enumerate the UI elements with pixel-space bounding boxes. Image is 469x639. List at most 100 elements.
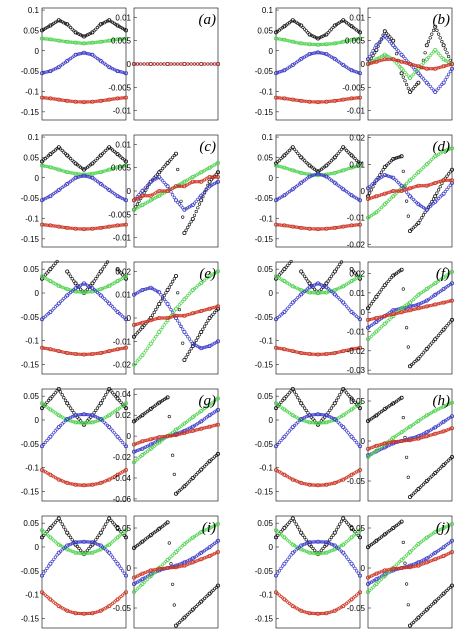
panel-7-left-point <box>332 401 337 406</box>
panel-1-right-point <box>371 60 375 65</box>
panel-4-left-point <box>120 276 125 280</box>
panel-3-left-point <box>336 170 340 174</box>
panel-1-left-point <box>357 71 362 76</box>
panel-6-right-point <box>190 475 195 480</box>
panel-6-left-point <box>117 472 121 476</box>
panel-5-right-point <box>368 317 372 322</box>
panel-1-right-point <box>378 59 382 63</box>
panel-2-left-point <box>102 150 106 154</box>
panel-0-left-point <box>98 39 103 44</box>
panel-5-left-point <box>301 351 305 355</box>
panel-7-left-point <box>324 420 329 425</box>
panel-1-left-point <box>336 98 340 102</box>
panel-3-left-point <box>279 195 283 199</box>
panel-4-right-point <box>204 308 208 312</box>
panel-4-right-point <box>211 312 215 316</box>
panel-3-right-point <box>382 164 387 169</box>
panel-2-left-point <box>78 227 83 231</box>
panel-4-left-point <box>58 300 63 304</box>
panel-1-left-point <box>282 96 287 101</box>
panel-4-left-point <box>120 273 125 277</box>
panel-7-left-point <box>336 480 340 484</box>
panel-3-right-point <box>393 156 397 161</box>
panel-1-right-point <box>445 63 449 67</box>
panel-2-right-point <box>147 194 151 198</box>
panel-2-right-point <box>194 199 198 203</box>
panel-4-right-point <box>204 345 208 349</box>
panel-4-left-point <box>50 308 54 312</box>
panel-5-right-series-green <box>365 269 454 342</box>
panel-8-left-ytick-label: -0.1 <box>25 591 39 600</box>
panel-9-left-point <box>296 525 300 529</box>
panel-5-right-point <box>396 307 400 311</box>
panel-1-right-point <box>424 80 429 85</box>
panel-5-left-point <box>338 297 342 301</box>
panel-4-right-point <box>169 314 173 318</box>
panel-2-right-point <box>172 195 176 200</box>
panel-4-left-point <box>42 275 46 279</box>
panel-1-right-point <box>418 65 422 69</box>
panel-2-left-point <box>98 170 103 175</box>
panel-5-right-point <box>420 306 424 310</box>
panel-7-right-series-black <box>365 395 454 499</box>
panel-7-left-point <box>297 398 302 403</box>
panel-2-left-point <box>60 225 64 229</box>
panel-3-left-point <box>301 226 305 230</box>
panel-3-left-point <box>357 222 362 227</box>
panel-0-left-point <box>42 71 46 75</box>
panel-5-left-point <box>311 352 315 356</box>
panel-1-right-point <box>395 52 399 56</box>
panel-2-right-point <box>182 230 187 235</box>
panel-2-right-point <box>204 167 208 172</box>
panel-3-left-point <box>292 147 297 151</box>
panel-0-right-point <box>142 62 146 66</box>
panel-0-left-point <box>53 97 58 101</box>
panel-4-right-point <box>207 273 212 278</box>
panel-4-right-point <box>169 315 173 319</box>
panel-3-right-point <box>441 191 446 196</box>
panel-5-left-point <box>345 304 349 308</box>
panel-2-right-point <box>179 199 183 203</box>
panel-5-right-point <box>430 303 434 307</box>
panel-1-left-point <box>313 35 317 39</box>
panel-3-right-point <box>407 194 412 199</box>
panel-2-left-point <box>62 169 66 173</box>
panel-5-left-series-red <box>273 345 362 357</box>
panel-4-right-point <box>142 287 146 292</box>
panel-9-right-point <box>441 591 446 596</box>
panel-5-right-point <box>418 355 422 359</box>
panel-2-left-point <box>85 227 89 231</box>
panel-0-left-point <box>90 30 95 35</box>
panel-2-left-point <box>95 226 99 230</box>
panel-6-left-point <box>102 420 106 424</box>
panel-1-right-point <box>393 58 397 62</box>
panel-1-right-point <box>443 78 447 82</box>
panel-2-left-point <box>45 223 49 227</box>
panel-4-left-point <box>55 259 59 264</box>
panel-0-left-point <box>82 100 87 105</box>
panel-2-right-point <box>134 205 138 209</box>
panel-2-right-point <box>140 193 145 198</box>
panel-4-left-point <box>94 352 98 356</box>
panel-2-right-point <box>211 175 215 179</box>
panel-2-right-point <box>134 207 138 211</box>
panel-4-left-point <box>90 351 95 356</box>
panel-7-right-point <box>406 475 410 479</box>
panel-6-left-ytick-label: -0.1 <box>25 464 39 473</box>
panel-1-right-point <box>421 61 426 65</box>
panel-3-right-point <box>406 214 410 218</box>
panel-4-left-point <box>90 289 95 294</box>
panel-5-left-point <box>294 350 298 354</box>
panel-5-left-point <box>282 267 287 272</box>
panel-0-left-point <box>47 37 51 41</box>
panel-0-left-point <box>50 37 54 42</box>
panel-0-left-point <box>60 39 64 43</box>
panel-8-left: 0.050-0.05-0.1-0.15 <box>21 515 129 629</box>
panel-3-left-point <box>282 223 287 228</box>
panel-1-left-point <box>304 29 308 33</box>
panel-5-right-point <box>391 308 396 313</box>
panel-0-left-point <box>105 39 110 43</box>
panel-2-left-point <box>58 147 63 151</box>
panel-8-right-point <box>173 623 178 628</box>
panel-1-right-point <box>445 75 449 79</box>
